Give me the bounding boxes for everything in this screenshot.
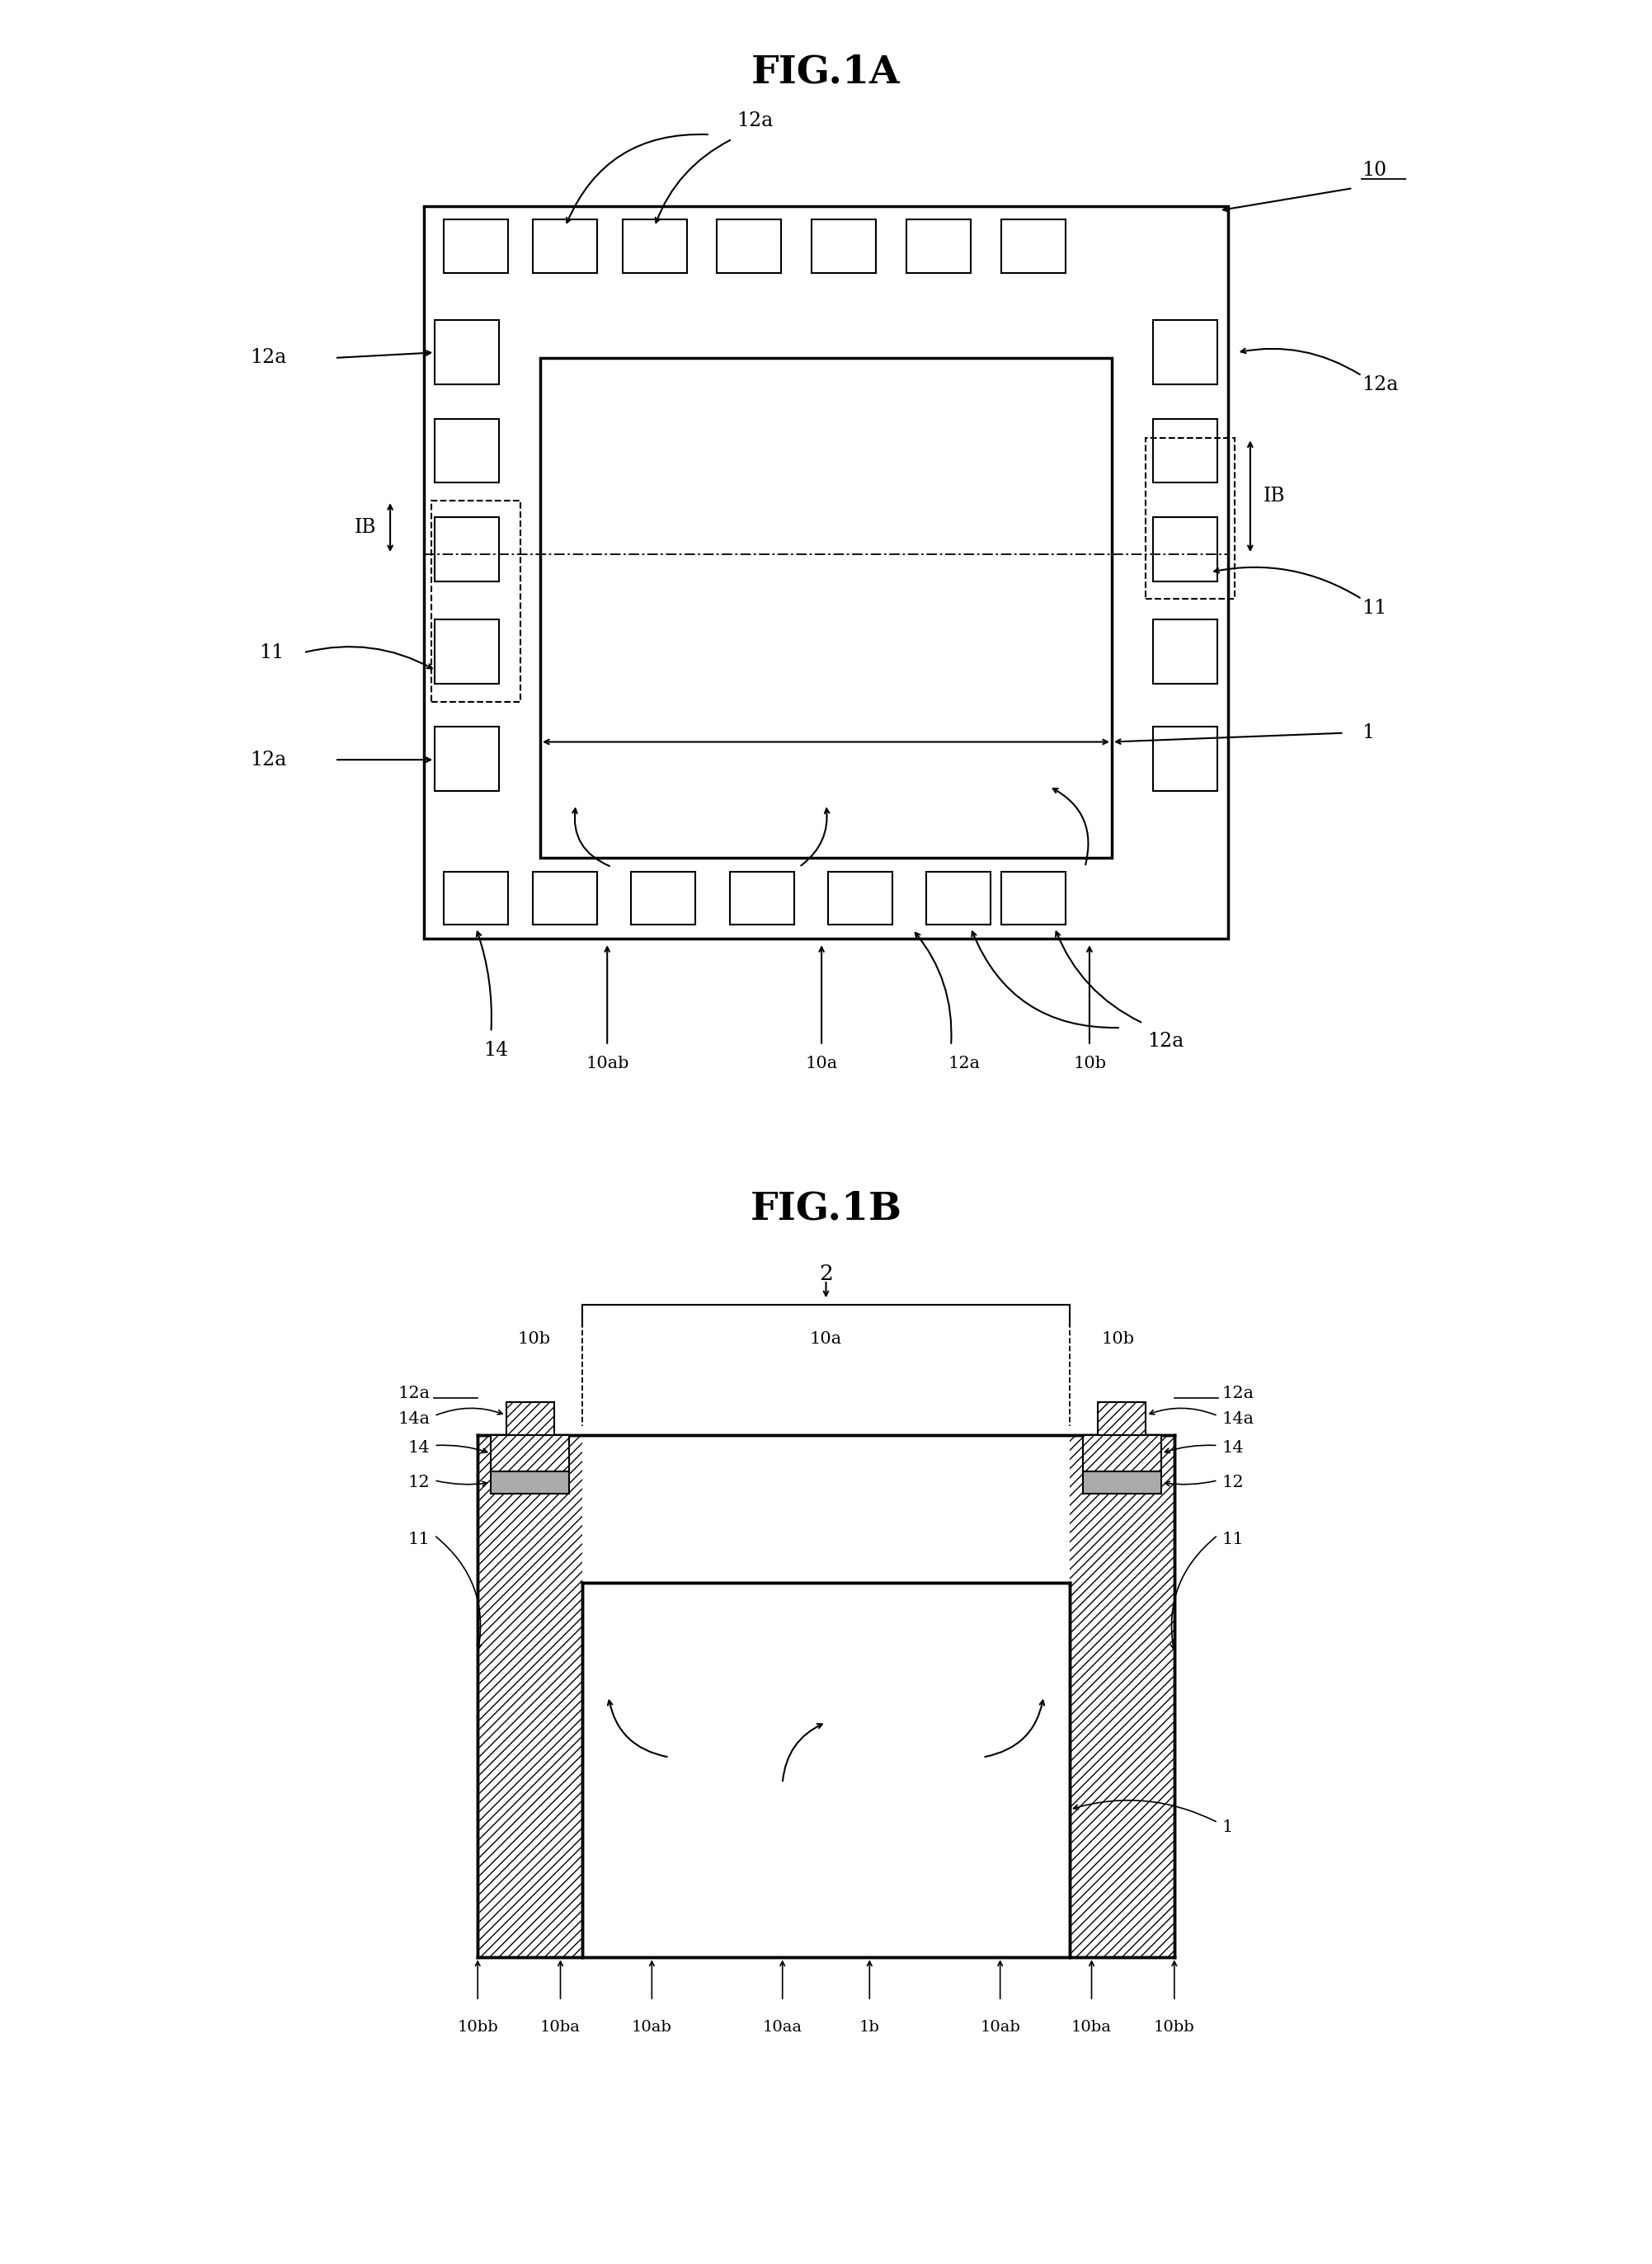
Bar — [1153, 727, 1218, 790]
Text: 14a: 14a — [1222, 1410, 1254, 1426]
Text: 14: 14 — [1222, 1440, 1244, 1456]
Bar — [1146, 439, 1236, 600]
Bar — [907, 220, 971, 274]
Bar — [811, 220, 876, 274]
Text: 10: 10 — [1361, 161, 1386, 179]
Text: 12a: 12a — [249, 349, 286, 367]
Bar — [444, 872, 509, 926]
Bar — [927, 872, 990, 926]
Text: 10b: 10b — [1072, 1055, 1105, 1071]
Text: IB: IB — [355, 518, 377, 537]
Text: 10ab: 10ab — [631, 2019, 672, 2035]
Bar — [477, 1435, 582, 1958]
Bar — [1153, 419, 1218, 482]
Text: 10ba: 10ba — [1072, 2019, 1112, 2035]
Text: 10a: 10a — [809, 1331, 843, 1347]
Text: FIG.1A: FIG.1A — [752, 52, 900, 91]
Bar — [631, 872, 695, 926]
Text: 11: 11 — [1222, 1533, 1244, 1546]
Text: 10b: 10b — [517, 1331, 550, 1347]
Text: 12a: 12a — [737, 111, 773, 131]
Bar — [434, 419, 499, 482]
Text: 2: 2 — [819, 1263, 833, 1284]
Text: 10bb: 10bb — [1153, 2019, 1194, 2035]
Bar — [1082, 1435, 1161, 1472]
Text: 12a: 12a — [1146, 1032, 1183, 1050]
Text: 1: 1 — [1222, 1818, 1234, 1834]
Text: IB: IB — [1264, 487, 1285, 505]
Text: 1b: 1b — [859, 2019, 881, 2035]
Bar — [717, 220, 781, 274]
Bar — [540, 358, 1112, 858]
Bar — [828, 872, 892, 926]
Text: FIG.1B: FIG.1B — [750, 1189, 902, 1227]
Bar — [434, 319, 499, 385]
Text: 12a: 12a — [249, 749, 286, 770]
Text: 10b: 10b — [1102, 1331, 1135, 1347]
Text: 1: 1 — [1361, 724, 1374, 743]
Bar — [1153, 516, 1218, 582]
Text: 12: 12 — [1222, 1476, 1244, 1490]
Bar — [431, 500, 520, 702]
Text: 11: 11 — [1361, 598, 1386, 618]
Bar — [434, 620, 499, 684]
Text: 10bb: 10bb — [458, 2019, 499, 2035]
Text: 10ab: 10ab — [980, 2019, 1021, 2035]
Text: 12a: 12a — [1361, 376, 1398, 394]
Bar — [434, 516, 499, 582]
Bar — [506, 1401, 553, 1435]
Text: 10aa: 10aa — [763, 2019, 803, 2035]
Bar — [434, 727, 499, 790]
Bar — [491, 1472, 570, 1494]
Bar — [1153, 319, 1218, 385]
Text: 12a: 12a — [1222, 1386, 1254, 1401]
Bar — [1082, 1472, 1161, 1494]
Bar — [534, 872, 598, 926]
Text: 12a: 12a — [398, 1386, 430, 1401]
Text: 10ba: 10ba — [540, 2019, 580, 2035]
Bar — [1001, 220, 1066, 274]
Bar — [623, 220, 687, 274]
Bar — [1099, 1401, 1146, 1435]
Text: 12a: 12a — [948, 1055, 981, 1071]
Bar — [491, 1435, 570, 1472]
Text: 10a: 10a — [806, 1055, 838, 1071]
Bar — [534, 220, 598, 274]
Bar — [1070, 1435, 1175, 1958]
Bar — [425, 206, 1227, 937]
Text: 14: 14 — [482, 1041, 509, 1060]
Text: 10ab: 10ab — [585, 1055, 629, 1071]
Bar — [1001, 872, 1066, 926]
Bar — [1153, 620, 1218, 684]
Text: 14: 14 — [408, 1440, 430, 1456]
Text: 11: 11 — [408, 1533, 430, 1546]
Bar — [730, 872, 795, 926]
Text: 14a: 14a — [398, 1410, 430, 1426]
Bar — [444, 220, 509, 274]
Text: 12: 12 — [408, 1476, 430, 1490]
Text: 11: 11 — [259, 643, 284, 661]
